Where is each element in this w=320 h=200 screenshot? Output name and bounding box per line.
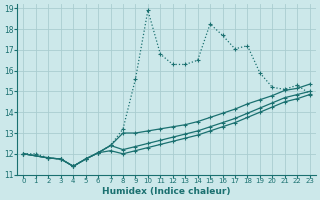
X-axis label: Humidex (Indice chaleur): Humidex (Indice chaleur) [102, 187, 231, 196]
